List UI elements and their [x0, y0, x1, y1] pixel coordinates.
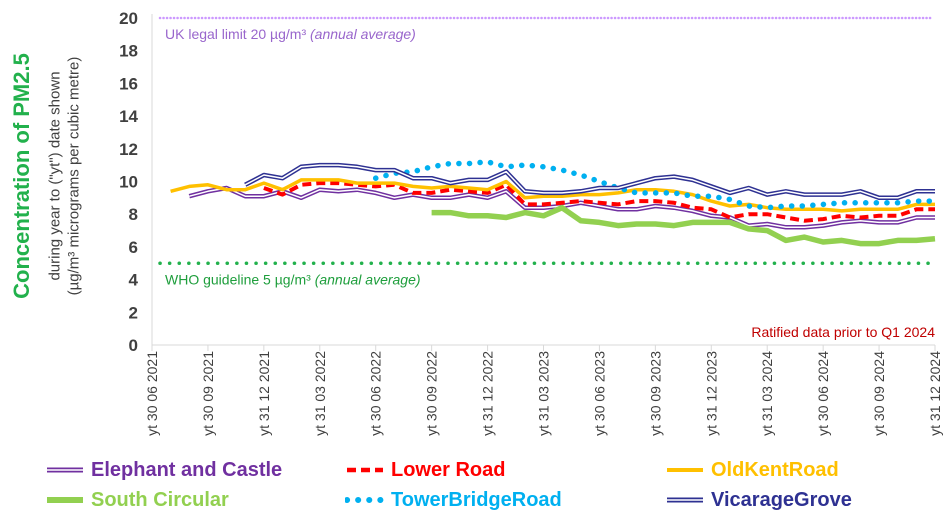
series-vicaragegrove — [244, 162, 935, 201]
y-tick-label: 12 — [119, 140, 138, 159]
series-lower-road — [263, 181, 935, 223]
legend: Elephant and Castle Lower Road OldKentRoad… — [0, 455, 950, 523]
legend-label: TowerBridgeRoad — [391, 488, 562, 511]
ratified-data-note: Ratified data prior to Q1 2024 — [751, 324, 935, 340]
legend-swatch-oldkentroad — [667, 468, 703, 472]
x-tick-label: yt 30 09 2022 — [424, 351, 440, 436]
y-tick-label: 2 — [129, 303, 138, 322]
series-towerbridgeroad — [372, 159, 938, 211]
x-tick-label: yt 30 09 2021 — [200, 351, 216, 436]
x-tick-label: yt 30 09 2023 — [647, 351, 663, 436]
y-tick-label: 16 — [119, 74, 138, 93]
reference-labels: UK legal limit 20 µg/m³ (annual average)… — [165, 26, 935, 340]
chart-canvas: 0 2 4 6 8 10 12 14 16 18 20 yt 30 06 2021 yt 30 09 2… — [119, 9, 943, 436]
series-lines — [170, 159, 938, 247]
series-oldkentroad — [170, 178, 935, 213]
legend-item-vicaragegrove: VicarageGrove — [665, 486, 852, 514]
reference-label-who-guideline: WHO guideline 5 µg/m³ (annual average) — [165, 271, 421, 287]
legend-swatch-towerbridgeroad — [345, 497, 385, 503]
legend-label: OldKentRoad — [711, 458, 839, 481]
legend-label: Lower Road — [391, 458, 506, 481]
x-tick-label: yt 31 12 2021 — [256, 351, 272, 436]
y-tick-label: 20 — [119, 9, 138, 28]
x-tick-label: yt 31 03 2022 — [312, 351, 328, 436]
reference-lines — [158, 16, 935, 265]
y-tick-label: 8 — [129, 205, 138, 224]
legend-label: Elephant and Castle — [91, 458, 283, 481]
y-axis-title-main: Concentration of PM2.5 — [9, 53, 34, 299]
series-line-lower-road — [263, 181, 935, 223]
y-tick-label: 4 — [129, 271, 139, 290]
legend-item-south-circular: South Circular — [45, 486, 229, 514]
reference-label-uk-limit: UK legal limit 20 µg/m³ (annual average) — [165, 26, 416, 42]
legend-swatch-south-circular — [47, 497, 83, 503]
x-tick-label: yt 30 09 2024 — [871, 351, 887, 436]
legend-swatch-vicaragegrove — [667, 497, 703, 503]
series-south-circular — [431, 204, 936, 247]
legend-item-towerbridgeroad: TowerBridgeRoad — [345, 486, 562, 514]
y-axis-subtitle-1: during year to ("yt") date shown — [46, 71, 64, 281]
x-tick-label: yt 31 12 2022 — [480, 351, 496, 436]
legend-item-elephant-and-castle: Elephant and Castle — [45, 456, 282, 484]
x-tick-label: yt 31 03 2024 — [759, 351, 775, 436]
x-tick-label: yt 30 06 2022 — [368, 351, 384, 436]
axes: 0 2 4 6 8 10 12 14 16 18 20 yt 30 06 2021 yt 30 09 2… — [119, 9, 943, 436]
x-tick-label: yt 30 06 2023 — [591, 351, 607, 436]
legend-item-lower-road: Lower Road — [345, 456, 505, 484]
legend-label: VicarageGrove — [711, 488, 852, 511]
x-tick-label: yt 31 12 2024 — [927, 351, 943, 436]
x-tick-label: yt 31 03 2023 — [536, 351, 552, 436]
legend-swatch-elephant-and-castle — [47, 467, 83, 473]
y-tick-label: 6 — [129, 238, 138, 257]
series-line-south-circular — [431, 204, 936, 247]
y-tick-label: 14 — [119, 107, 138, 126]
y-tick-label: 0 — [129, 336, 138, 355]
y-tick-label: 18 — [119, 42, 138, 61]
x-tick-label: yt 31 12 2023 — [703, 351, 719, 436]
x-tick-label: yt 30 06 2021 — [144, 351, 160, 436]
legend-swatch-lower-road — [347, 467, 383, 473]
y-axis-subtitle-2: (µg/m³ micrograms per cubic metre) — [65, 56, 83, 296]
x-tick-label: yt 30 06 2024 — [815, 351, 831, 436]
legend-label: South Circular — [91, 488, 229, 511]
legend-item-oldkentroad: OldKentRoad — [665, 456, 839, 484]
y-tick-label: 10 — [119, 173, 138, 192]
series-line-towerbridgeroad — [372, 159, 938, 211]
series-line-inner-vicaragegrove — [244, 164, 935, 199]
series-line-oldkentroad — [170, 178, 935, 213]
